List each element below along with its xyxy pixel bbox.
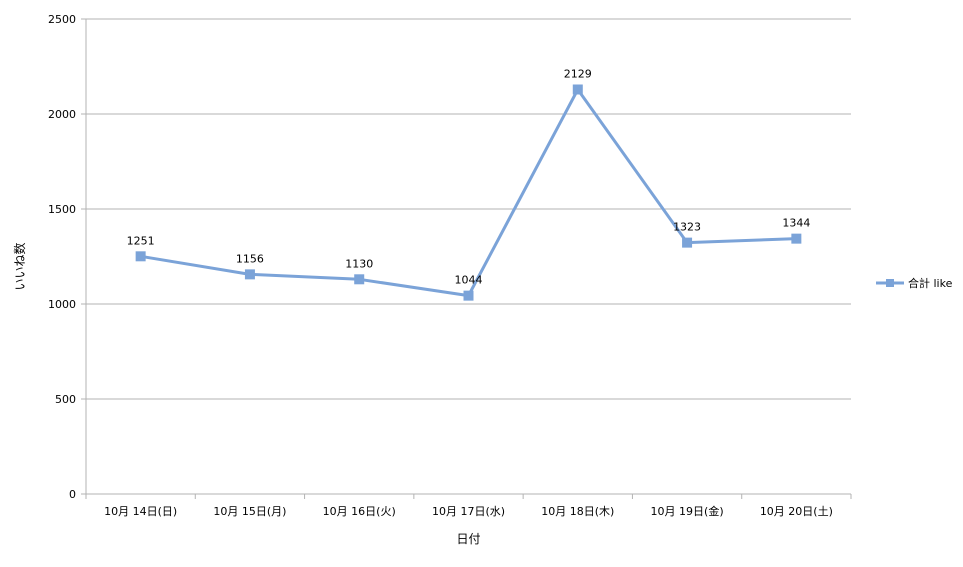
data-label: 1323 [673, 221, 701, 234]
y-axis-title: いいね数 [12, 242, 27, 290]
series [135, 84, 802, 301]
y-tick-label: 500 [55, 393, 76, 406]
data-labels: 1251 1156 1130 1044 2129 1323 1344 [127, 67, 811, 286]
data-point-marker [791, 233, 802, 244]
data-point-marker [682, 237, 693, 248]
x-tick-label: 10月 16日(火) [323, 505, 396, 518]
x-tick-label: 10月 19日(金) [651, 504, 724, 518]
axes [85, 19, 851, 495]
data-label: 1251 [127, 234, 155, 247]
gridlines [81, 18, 852, 499]
data-point-marker [354, 274, 365, 285]
data-label: 1130 [345, 257, 373, 270]
legend: 合計 like [876, 276, 953, 290]
x-tick-label: 10月 17日(水) [432, 505, 505, 518]
x-tick-label: 10月 15日(月) [213, 505, 286, 518]
y-tick-label: 2000 [48, 108, 76, 121]
y-tick-label: 2500 [48, 13, 76, 26]
data-label: 2129 [564, 67, 592, 80]
data-label: 1156 [236, 252, 264, 265]
data-point-marker [572, 84, 583, 95]
data-point-marker [135, 251, 146, 262]
data-label: 1044 [455, 274, 483, 287]
y-tick-label: 0 [69, 488, 76, 501]
x-tick-label: 10月 20日(土) [760, 505, 833, 518]
y-tick-label: 1500 [48, 203, 76, 216]
legend-marker-swatch [886, 279, 894, 287]
data-point-marker [244, 269, 255, 280]
data-point-marker [463, 290, 474, 301]
x-tick-label: 10月 14日(日) [104, 505, 177, 518]
x-tick-labels: 10月 14日(日) 10月 15日(月) 10月 16日(火) 10月 17日(水)… [104, 504, 833, 518]
y-tick-label: 1000 [48, 298, 76, 311]
x-axis-title: 日付 [456, 532, 480, 546]
x-tick-label: 10月 18日(木) [541, 505, 614, 518]
legend-label: 合計 like [908, 276, 953, 290]
data-label: 1344 [782, 217, 810, 230]
y-tick-labels: 0 500 1000 1500 2000 2500 [48, 13, 76, 501]
